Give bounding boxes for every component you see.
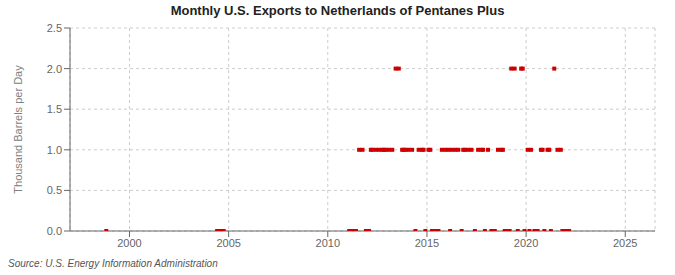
svg-text:Thousand Barrels per Day: Thousand Barrels per Day [12, 65, 24, 194]
svg-text:2025: 2025 [613, 237, 637, 249]
svg-text:0.0: 0.0 [47, 225, 62, 237]
svg-text:2015: 2015 [415, 237, 439, 249]
svg-text:0.5: 0.5 [47, 184, 62, 196]
svg-text:2005: 2005 [216, 237, 240, 249]
html-text:Source: U.S. Energy Informatio: Source: U.S. Energy Information Administ… [8, 258, 218, 269]
svg-text:1.5: 1.5 [47, 103, 62, 115]
svg-text:2000: 2000 [117, 237, 141, 249]
svg-text:2010: 2010 [316, 237, 340, 249]
svg-text:2.0: 2.0 [47, 63, 62, 75]
svg-text:2020: 2020 [514, 237, 538, 249]
svg-text:2.5: 2.5 [47, 22, 62, 34]
svg-text:1.0: 1.0 [47, 144, 62, 156]
html-text:Monthly U.S. Exports to Nether: Monthly U.S. Exports to Netherlands of P… [170, 3, 505, 18]
